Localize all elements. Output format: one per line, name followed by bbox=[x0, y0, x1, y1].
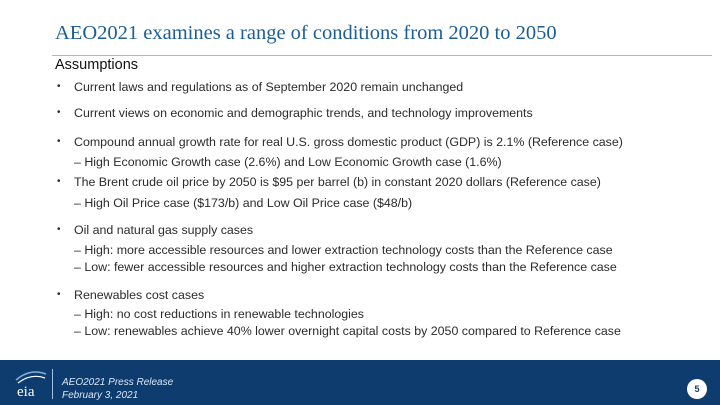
bullet-marker: • bbox=[57, 135, 61, 149]
sub-bullet-gdp: – High Economic Growth case (2.6%) and L… bbox=[74, 155, 502, 169]
eia-logo: eia bbox=[10, 366, 50, 400]
bullet-oil-gas-supply: Oil and natural gas supply cases bbox=[74, 223, 253, 237]
sub-bullet-supply-low: – Low: fewer accessible resources and hi… bbox=[74, 260, 617, 274]
bullet-oil-price: The Brent crude oil price by 2050 is $95… bbox=[74, 175, 601, 189]
bullet-renewables: Renewables cost cases bbox=[74, 288, 204, 302]
footer-bar: eia AEO2021 Press Release February 3, 20… bbox=[0, 360, 720, 405]
bullet-marker: • bbox=[57, 288, 61, 302]
bullet-marker: • bbox=[57, 106, 61, 120]
bullet-laws: Current laws and regulations as of Septe… bbox=[74, 80, 463, 94]
release-info: AEO2021 Press Release February 3, 2021 bbox=[62, 376, 173, 402]
bullet-marker: • bbox=[57, 175, 61, 189]
release-date: February 3, 2021 bbox=[62, 389, 173, 402]
bullet-gdp: Compound annual growth rate for real U.S… bbox=[74, 135, 623, 149]
sub-bullet-renewables-high: – High: no cost reductions in renewable … bbox=[74, 307, 364, 321]
logo-text: eia bbox=[17, 384, 35, 400]
page-number: 5 bbox=[687, 379, 707, 399]
sub-bullet-renewables-low: – Low: renewables achieve 40% lower over… bbox=[74, 324, 621, 338]
release-title: AEO2021 Press Release bbox=[62, 376, 173, 389]
bullet-views: Current views on economic and demographi… bbox=[74, 106, 533, 120]
sub-bullet-oil-price: – High Oil Price case ($173/b) and Low O… bbox=[74, 196, 412, 210]
bullet-marker: • bbox=[57, 223, 61, 237]
bullet-marker: • bbox=[57, 80, 61, 94]
assumptions-list: • Current laws and regulations as of Sep… bbox=[0, 0, 720, 355]
footer-divider bbox=[52, 369, 53, 399]
page-number-badge: 5 bbox=[687, 379, 707, 399]
sub-bullet-supply-high: – High: more accessible resources and lo… bbox=[74, 243, 613, 257]
